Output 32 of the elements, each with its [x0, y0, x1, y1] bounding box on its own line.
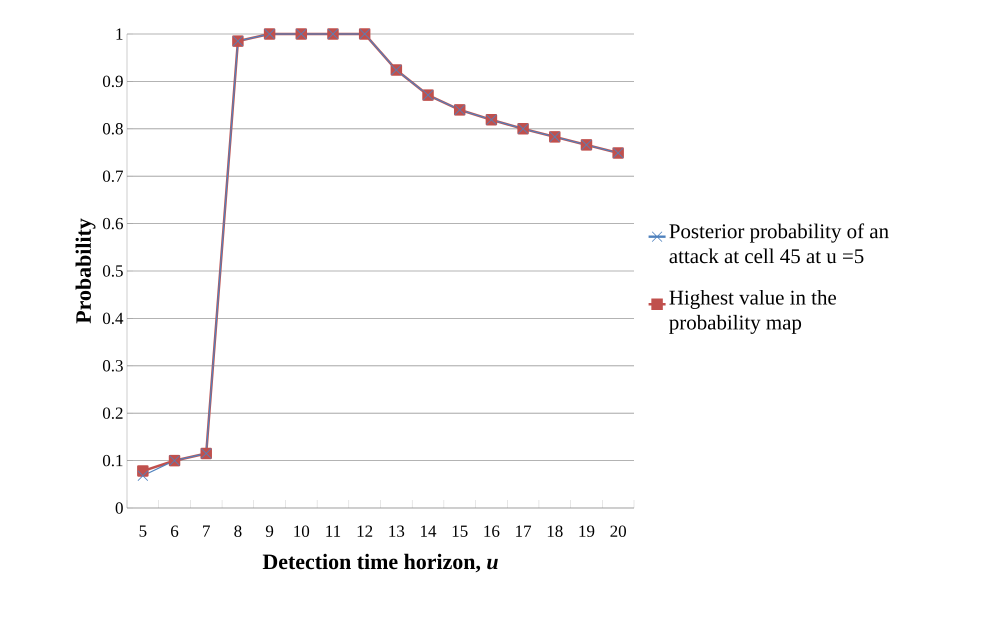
y-tick-label: 0.5: [102, 265, 123, 277]
legend-label: Posterior probability of an attack at cell 45 at u =5: [669, 223, 889, 264]
y-tick-label: 0.4: [102, 312, 124, 324]
x-tick-label: 12: [358, 526, 372, 537]
x-tick-label: 17: [516, 526, 532, 537]
x-tick-label: 5: [140, 526, 146, 537]
x-tick-label: 10: [294, 526, 310, 537]
y-tick-label: 0: [116, 502, 123, 514]
x-tick-label: 11: [326, 526, 340, 537]
x-tick-label: 13: [389, 526, 404, 537]
x-tick-label: 15: [452, 526, 468, 537]
y-tick-label: 0.3: [102, 360, 123, 372]
x-tick-label: 20: [610, 526, 626, 537]
x-tick-label: 19: [579, 526, 594, 537]
x-axis-title: Detection time horizon, u: [262, 554, 498, 572]
x-tick-label: 6: [171, 526, 178, 537]
legend-label: Highest value in the probability map: [669, 290, 836, 334]
y-tick-label: 0.8: [102, 123, 123, 135]
point: [137, 470, 148, 482]
y-tick-label: 0.2: [102, 407, 123, 419]
x-tick-label: 8: [234, 526, 242, 537]
y-tick-label: 0.6: [102, 218, 123, 230]
y-axis-title: Probability: [76, 218, 96, 324]
x-tick-label: 9: [266, 526, 274, 537]
y-tick-label: 1: [116, 28, 122, 40]
y-tick-label: 0.9: [102, 76, 123, 88]
x-tick-label: 16: [484, 526, 500, 537]
x-tick-label: 7: [203, 526, 210, 537]
x-tick-label: 18: [548, 526, 563, 537]
x-tick-label: 14: [421, 526, 436, 537]
y-tick-label: 0.7: [102, 170, 123, 182]
y-tick-label: 0.1: [102, 454, 122, 466]
